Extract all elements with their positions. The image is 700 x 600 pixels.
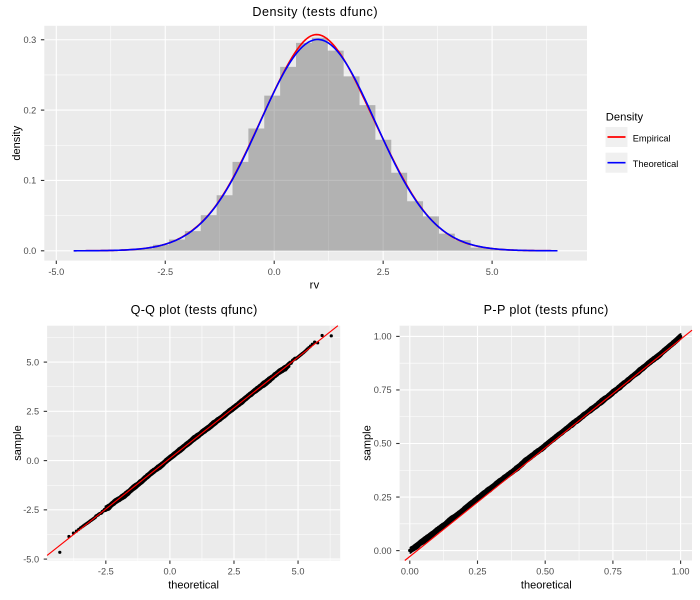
svg-text:Density: Density	[606, 111, 644, 123]
svg-text:0.00: 0.00	[374, 546, 392, 556]
svg-text:0.75: 0.75	[374, 385, 392, 395]
svg-text:0.25: 0.25	[374, 492, 392, 502]
svg-text:0.25: 0.25	[469, 567, 487, 577]
svg-text:Density (tests dfunc): Density (tests dfunc)	[252, 5, 378, 19]
svg-text:Theoretical: Theoretical	[633, 159, 678, 169]
svg-text:density: density	[11, 125, 23, 160]
svg-text:-2.5: -2.5	[23, 505, 39, 515]
svg-text:5.0: 5.0	[26, 357, 39, 367]
svg-text:0.50: 0.50	[374, 439, 392, 449]
svg-text:sample: sample	[362, 425, 374, 460]
svg-text:0.0: 0.0	[26, 456, 39, 466]
svg-text:0.1: 0.1	[24, 176, 37, 186]
svg-text:theoretical: theoretical	[168, 579, 219, 591]
svg-text:0.3: 0.3	[24, 35, 37, 45]
svg-text:Empirical: Empirical	[633, 133, 671, 143]
svg-text:5.0: 5.0	[486, 267, 499, 277]
svg-text:0.50: 0.50	[536, 567, 554, 577]
svg-text:0.75: 0.75	[604, 567, 622, 577]
svg-text:1.00: 1.00	[672, 567, 690, 577]
svg-text:0.2: 0.2	[24, 105, 37, 115]
svg-text:0.0: 0.0	[164, 567, 177, 577]
svg-text:2.5: 2.5	[228, 567, 241, 577]
svg-text:Q-Q plot (tests qfunc): Q-Q plot (tests qfunc)	[131, 303, 258, 317]
svg-text:sample: sample	[12, 425, 24, 460]
svg-text:theoretical: theoretical	[521, 579, 572, 591]
svg-text:0.0: 0.0	[268, 267, 281, 277]
svg-text:rv: rv	[310, 280, 320, 292]
svg-text:2.5: 2.5	[26, 407, 39, 417]
svg-text:-2.5: -2.5	[157, 267, 173, 277]
svg-text:2.5: 2.5	[377, 267, 390, 277]
svg-text:0.0: 0.0	[24, 246, 37, 256]
svg-text:5.0: 5.0	[292, 567, 305, 577]
svg-text:P-P plot (tests pfunc): P-P plot (tests pfunc)	[484, 303, 609, 317]
svg-text:-5.0: -5.0	[48, 267, 64, 277]
svg-text:-5.0: -5.0	[23, 554, 39, 564]
svg-text:1.00: 1.00	[374, 332, 392, 342]
svg-text:-2.5: -2.5	[98, 567, 114, 577]
svg-text:0.00: 0.00	[401, 567, 419, 577]
